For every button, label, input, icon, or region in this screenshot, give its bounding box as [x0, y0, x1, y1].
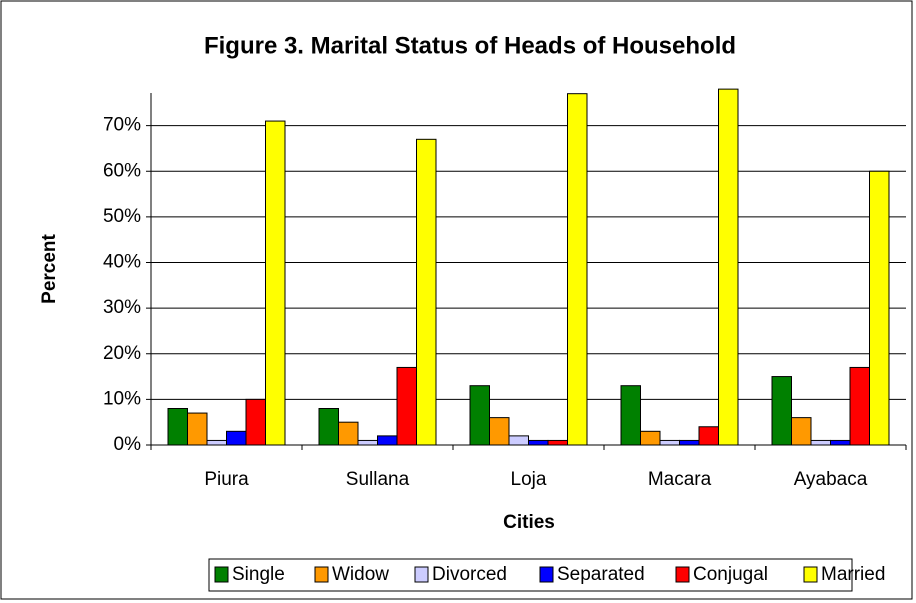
- legend-swatch: [803, 566, 818, 583]
- bar: [640, 430, 661, 446]
- bar: [547, 439, 568, 446]
- chart-title: Figure 3. Marital Status of Heads of Hou…: [204, 32, 736, 59]
- legend-swatch: [539, 566, 554, 583]
- legend-swatch: [414, 566, 429, 583]
- bar: [338, 421, 359, 446]
- bar: [771, 376, 792, 446]
- legend-swatch: [214, 566, 229, 583]
- x-tick-label: Macara: [648, 469, 712, 490]
- x-tick-label: Piura: [204, 469, 249, 490]
- bar: [416, 138, 437, 446]
- bar: [167, 408, 188, 446]
- bar: [226, 430, 247, 446]
- legend-swatch: [675, 566, 690, 583]
- bar: [869, 170, 890, 446]
- bar: [679, 439, 700, 446]
- y-tick-label: 10%: [103, 388, 141, 409]
- legend-label: Conjugal: [693, 564, 768, 585]
- bar: [849, 366, 870, 446]
- x-tick-label: Ayabaca: [794, 469, 868, 490]
- y-tick-label: 20%: [103, 343, 141, 364]
- bar: [791, 417, 812, 446]
- bar: [698, 426, 719, 446]
- legend-label: Single: [232, 564, 285, 585]
- bar: [396, 366, 417, 446]
- legend-label: Separated: [557, 564, 645, 585]
- bar: [187, 412, 208, 446]
- bar: [830, 439, 851, 446]
- legend-label: Divorced: [432, 564, 507, 585]
- bar: [508, 435, 529, 446]
- bar: [377, 435, 398, 446]
- bar: [659, 439, 680, 446]
- y-tick-label: 30%: [103, 297, 141, 318]
- bar: [318, 408, 339, 446]
- bar: [567, 93, 588, 446]
- bar: [620, 385, 641, 446]
- bar: [528, 439, 549, 446]
- y-tick-label: 70%: [103, 115, 141, 136]
- legend-label: Married: [821, 564, 885, 585]
- y-axis-label: Percent: [39, 233, 60, 303]
- legend-swatch: [314, 566, 329, 583]
- bar: [469, 385, 490, 446]
- y-tick-label: 60%: [103, 160, 141, 181]
- bar: [357, 439, 378, 446]
- bar: [489, 417, 510, 446]
- y-tick-label: 50%: [103, 206, 141, 227]
- bar: [718, 88, 739, 446]
- bar: [206, 439, 227, 446]
- legend-label: Widow: [332, 564, 389, 585]
- bar: [810, 439, 831, 446]
- x-tick-label: Loja: [511, 469, 547, 490]
- bar: [265, 120, 286, 446]
- x-tick-label: Sullana: [346, 469, 410, 490]
- y-tick-label: 40%: [103, 252, 141, 273]
- x-axis-label: Cities: [503, 512, 555, 533]
- y-tick-label: 0%: [114, 434, 142, 455]
- bar: [245, 398, 266, 446]
